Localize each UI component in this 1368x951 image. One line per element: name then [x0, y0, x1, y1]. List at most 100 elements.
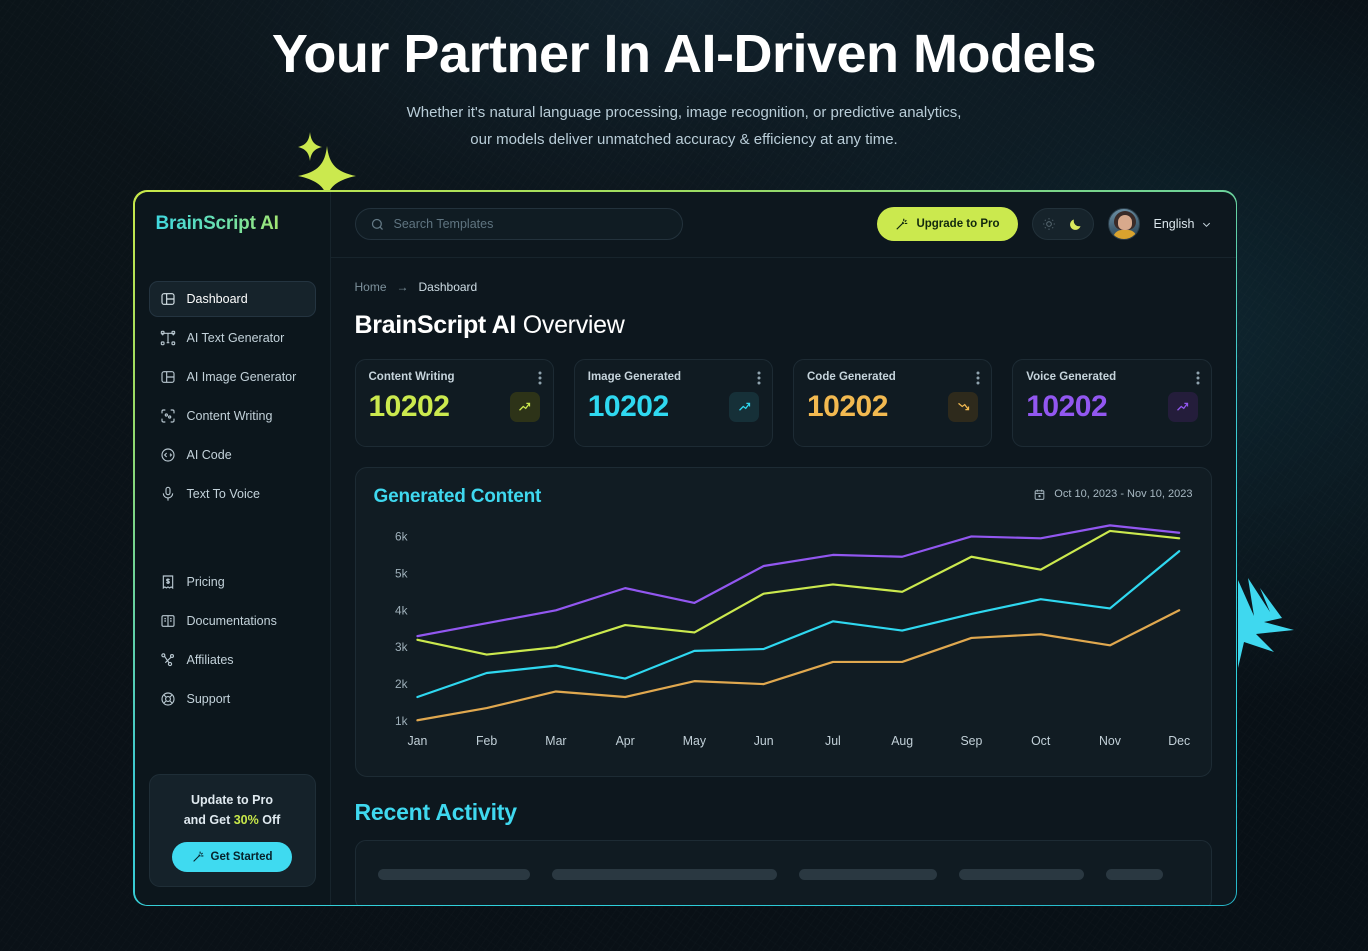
cyan-sparkle-icon — [1238, 578, 1294, 668]
dashboard-icon — [160, 292, 175, 305]
stat-value: 10202 — [1026, 389, 1108, 423]
chart-header: Generated Content Oct 10, 2023 - Nov 10,… — [374, 486, 1193, 508]
y-axis-tick: 2k — [395, 677, 408, 691]
x-axis-tick: Oct — [1031, 733, 1051, 747]
sidebar-item-label: AI Code — [186, 447, 232, 462]
stat-card-code-generated[interactable]: Code Generated 10202 — [793, 358, 993, 447]
sidebar-nav-primary: Dashboard AI Text Generator AI Image Gen… — [148, 280, 316, 717]
trend-down-icon — [957, 402, 969, 411]
chart-date-range-label: Oct 10, 2023 - Nov 10, 2023 — [1054, 488, 1193, 500]
stat-value: 10202 — [807, 389, 888, 423]
sidebar-item-ai-code[interactable]: AI Code — [149, 437, 316, 473]
chevron-down-icon — [1202, 222, 1210, 227]
sidebar-item-text-to-voice[interactable]: Text To Voice — [149, 476, 316, 512]
avatar-body — [1112, 230, 1137, 239]
language-label: English — [1153, 217, 1195, 231]
stat-value: 10202 — [368, 389, 450, 423]
x-axis-tick: Dec — [1168, 733, 1190, 747]
promo-line-2-post: Off — [258, 812, 281, 827]
sidebar: BrainScript AI Dashboard AI Text Generat… — [134, 191, 331, 905]
x-axis-tick: Sep — [960, 733, 982, 747]
upgrade-to-pro-button[interactable]: Upgrade to Pro — [877, 207, 1018, 241]
hero-subtitle: Whether it's natural language processing… — [0, 100, 1368, 153]
y-axis-tick: 1k — [395, 713, 408, 727]
page-title-thin: Overview — [516, 310, 625, 339]
promo-line-1: Update to Pro — [191, 792, 273, 807]
sidebar-item-documentations[interactable]: Documentations — [149, 603, 316, 639]
sidebar-item-label: Documentations — [186, 613, 277, 628]
theme-toggle[interactable] — [1031, 208, 1094, 240]
hero-section: Your Partner In AI-Driven Models Whether… — [0, 0, 1368, 154]
trend-up-icon — [1177, 402, 1189, 411]
sidebar-item-dashboard[interactable]: Dashboard — [148, 280, 316, 317]
search-bar[interactable] — [354, 208, 683, 240]
x-axis-tick: Apr — [615, 733, 634, 747]
search-input[interactable] — [393, 217, 668, 231]
breadcrumb-home[interactable]: Home — [354, 279, 387, 294]
activity-skeleton-bar — [798, 869, 937, 880]
breadcrumb: Home → Dashboard — [355, 280, 1212, 294]
promo-line-2-pre: and Get — [183, 812, 234, 827]
more-options-icon[interactable] — [538, 371, 542, 385]
language-selector[interactable]: English — [1154, 217, 1212, 231]
content-writing-icon — [160, 408, 175, 423]
sidebar-item-label: Dashboard — [186, 291, 248, 306]
book-icon — [160, 614, 175, 627]
x-axis-tick: Jan — [407, 733, 427, 747]
get-started-button[interactable]: Get Started — [172, 841, 292, 872]
x-axis-tick: Jul — [825, 733, 841, 747]
recent-activity-title: Recent Activity — [354, 798, 518, 825]
more-options-icon[interactable] — [757, 371, 761, 385]
code-icon — [160, 447, 175, 462]
text-generator-icon — [160, 330, 175, 345]
stat-label: Voice Generated — [1026, 370, 1117, 383]
upgrade-promo-card: Update to Pro and Get 30% Off Get Starte… — [148, 773, 316, 887]
sidebar-item-label: Affiliates — [186, 652, 234, 667]
brand-logo[interactable]: BrainScript AI — [149, 192, 316, 235]
trend-up-icon — [738, 402, 750, 411]
microphone-icon — [162, 486, 173, 501]
y-axis-tick: 6k — [395, 529, 408, 543]
stat-card-image-generated[interactable]: Image Generated 10202 — [573, 358, 773, 447]
stat-card-voice-generated[interactable]: Voice Generated 10202 — [1012, 358, 1212, 447]
calendar-icon — [1034, 489, 1045, 500]
stat-label: Content Writing — [368, 370, 455, 383]
chart-date-range[interactable]: Oct 10, 2023 - Nov 10, 2023 — [1033, 488, 1193, 501]
search-icon — [371, 218, 383, 230]
more-options-icon[interactable] — [976, 371, 980, 385]
magic-wand-icon — [896, 218, 908, 230]
main-area: Upgrade to Pro — [330, 192, 1236, 905]
image-generator-icon — [160, 370, 175, 383]
more-options-icon[interactable] — [1196, 371, 1200, 385]
promo-text: Update to Pro and Get 30% Off — [162, 790, 303, 830]
sidebar-item-pricing[interactable]: Pricing — [149, 564, 316, 600]
trend-chip — [729, 391, 759, 422]
sun-icon[interactable] — [1042, 217, 1056, 231]
stat-cards: Content Writing 10202 — [354, 358, 1212, 447]
sidebar-item-ai-text-generator[interactable]: AI Text Generator — [149, 320, 316, 356]
y-axis-tick: 4k — [395, 603, 408, 617]
sidebar-item-affiliates[interactable]: Affiliates — [149, 642, 316, 678]
sidebar-item-support[interactable]: Support — [149, 681, 316, 717]
topbar: Upgrade to Pro — [330, 192, 1236, 258]
stat-card-content-writing[interactable]: Content Writing 10202 — [354, 358, 554, 447]
sidebar-item-label: Content Writing — [186, 408, 273, 423]
chart-line-image-generated — [417, 551, 1179, 697]
breadcrumb-current: Dashboard — [418, 279, 478, 294]
activity-skeleton-bar — [377, 869, 530, 880]
receipt-icon — [162, 574, 173, 589]
promo-discount: 30% — [233, 812, 259, 827]
lifebuoy-icon — [160, 691, 175, 706]
sidebar-item-label: Text To Voice — [186, 486, 260, 501]
sidebar-item-content-writing[interactable]: Content Writing — [149, 398, 316, 434]
trend-up-icon — [519, 402, 531, 411]
sidebar-item-label: Pricing — [186, 574, 225, 589]
activity-skeleton-bar — [1105, 869, 1163, 880]
avatar[interactable] — [1107, 208, 1140, 240]
chart-line-code-generated — [417, 610, 1179, 720]
moon-icon[interactable] — [1068, 217, 1083, 232]
x-axis-tick: Mar — [545, 733, 566, 747]
topbar-actions: Upgrade to Pro — [877, 207, 1211, 241]
sidebar-item-ai-image-generator[interactable]: AI Image Generator — [149, 359, 316, 395]
